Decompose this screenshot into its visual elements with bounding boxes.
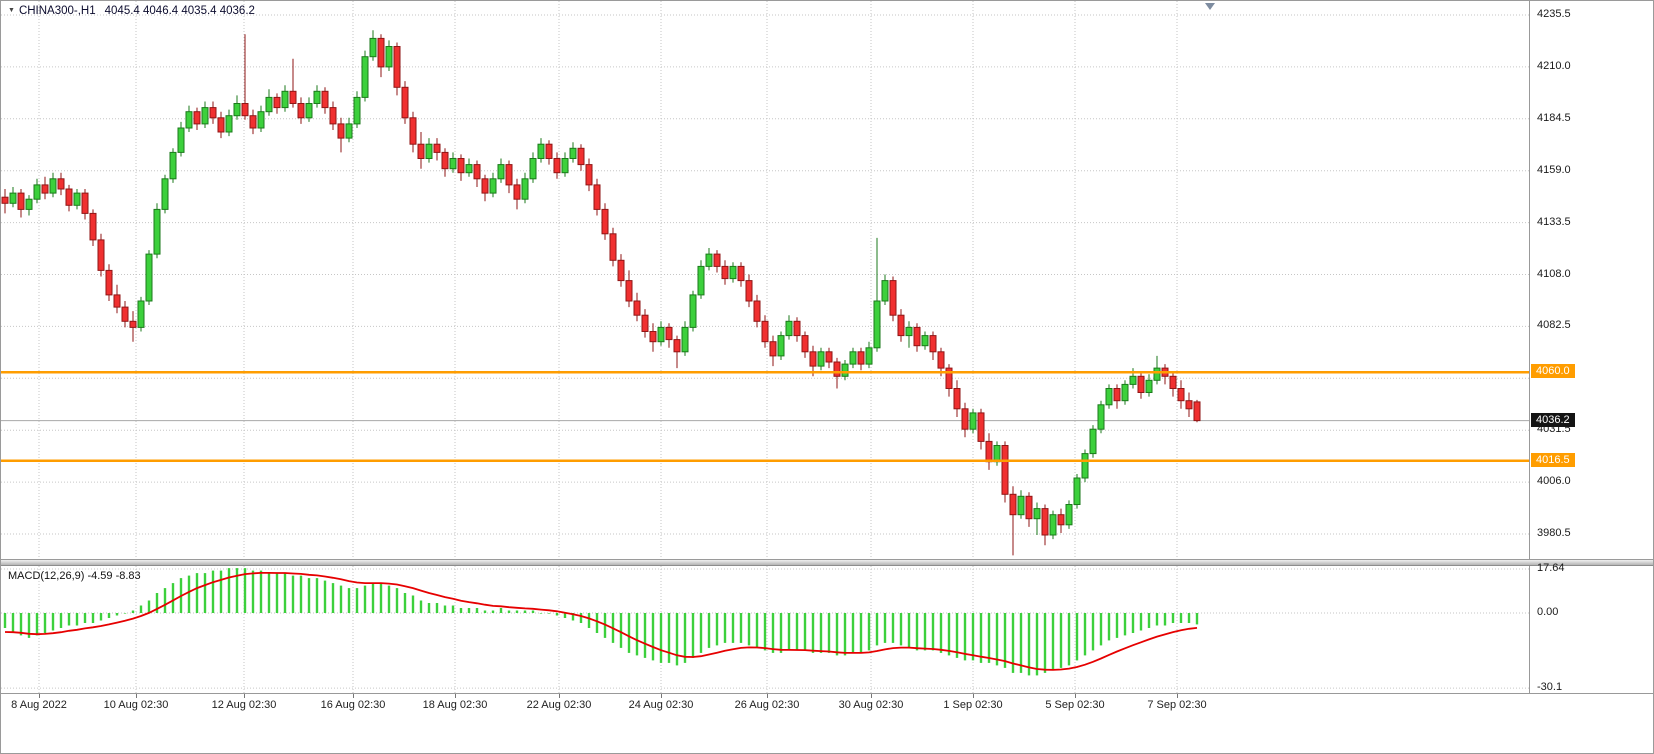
pane-separator[interactable] bbox=[1, 559, 1653, 566]
price-axis-label: 3980.5 bbox=[1537, 527, 1571, 539]
time-axis-label: 5 Sep 02:30 bbox=[1045, 699, 1105, 711]
macd-axis-label: 0.00 bbox=[1537, 606, 1559, 618]
time-axis-label: 16 Aug 02:30 bbox=[320, 699, 386, 711]
time-tick bbox=[871, 694, 872, 698]
price-axis-label: 4082.5 bbox=[1537, 319, 1571, 332]
price-axis-label: 4210.0 bbox=[1537, 59, 1571, 72]
time-axis-label: 24 Aug 02:30 bbox=[628, 699, 694, 711]
macd-axis-label: -30.1 bbox=[1537, 681, 1563, 694]
time-tick bbox=[1177, 694, 1178, 698]
current-price-label: 4036.2 bbox=[1531, 412, 1575, 427]
price-axis-label: 4159.0 bbox=[1537, 163, 1571, 176]
indicator-label: MACD(12,26,9) -4.59 -8.83 bbox=[8, 570, 141, 582]
candlestick-chart[interactable] bbox=[1, 1, 1529, 559]
time-tick bbox=[973, 694, 974, 698]
time-tick bbox=[661, 694, 662, 698]
chart-shift-marker-icon[interactable] bbox=[1205, 3, 1215, 10]
time-tick bbox=[1075, 694, 1076, 698]
time-axis-label: 30 Aug 02:30 bbox=[838, 699, 904, 711]
price-axis-label: 4006.0 bbox=[1537, 475, 1571, 488]
time-axis[interactable]: 8 Aug 2022 10 Aug 02:30 12 Aug 02:30 16 Aug… bbox=[1, 693, 1653, 717]
grid-layer bbox=[1, 1, 1529, 559]
time-axis-label: 22 Aug 02:30 bbox=[526, 699, 592, 711]
chart-title: ▼ CHINA300-,H1 4045.4 4046.4 4035.4 4036.2 bbox=[8, 5, 255, 17]
price-axis-label: 4235.5 bbox=[1537, 8, 1571, 20]
time-tick bbox=[455, 694, 456, 698]
price-level-label[interactable]: 4016.5 bbox=[1531, 452, 1575, 467]
time-tick bbox=[353, 694, 354, 698]
time-axis-label: 1 Sep 02:30 bbox=[943, 699, 1003, 711]
time-axis-label: 26 Aug 02:30 bbox=[734, 699, 800, 711]
time-tick bbox=[767, 694, 768, 698]
candles-layer bbox=[1, 30, 1201, 556]
price-axis-label: 4108.0 bbox=[1537, 267, 1571, 280]
macd-chart[interactable] bbox=[1, 566, 1529, 693]
macd-histogram bbox=[3, 568, 1199, 676]
price-level-label[interactable]: 4060.0 bbox=[1531, 364, 1575, 379]
time-axis-label: 18 Aug 02:30 bbox=[422, 699, 488, 711]
time-axis-label: 10 Aug 02:30 bbox=[103, 699, 169, 711]
time-tick bbox=[39, 694, 40, 698]
time-axis-label: 7 Sep 02:30 bbox=[1147, 699, 1207, 711]
time-axis-label: 8 Aug 2022 bbox=[11, 699, 67, 711]
time-tick bbox=[559, 694, 560, 698]
window-bottom-area bbox=[1, 717, 1653, 753]
symbol-dropdown-icon[interactable]: ▼ bbox=[8, 7, 15, 14]
ohlc-values: 4045.4 4046.4 4035.4 4036.2 bbox=[104, 5, 255, 17]
price-axis[interactable]: 4235.5 4210.0 4184.5 4159.0 4133.5 4108.0 4082… bbox=[1529, 1, 1653, 717]
macd-axis-label: 17.64 bbox=[1537, 562, 1565, 574]
time-tick bbox=[136, 694, 137, 698]
price-axis-label: 4133.5 bbox=[1537, 215, 1571, 228]
horizontal-level-lines[interactable] bbox=[1, 370, 1529, 462]
macd-signal-line bbox=[4, 572, 1198, 671]
price-axis-label: 4184.5 bbox=[1537, 111, 1571, 124]
time-axis-label: 12 Aug 02:30 bbox=[211, 699, 277, 711]
time-tick bbox=[244, 694, 245, 698]
symbol-period-label: CHINA300-,H1 bbox=[18, 5, 96, 17]
